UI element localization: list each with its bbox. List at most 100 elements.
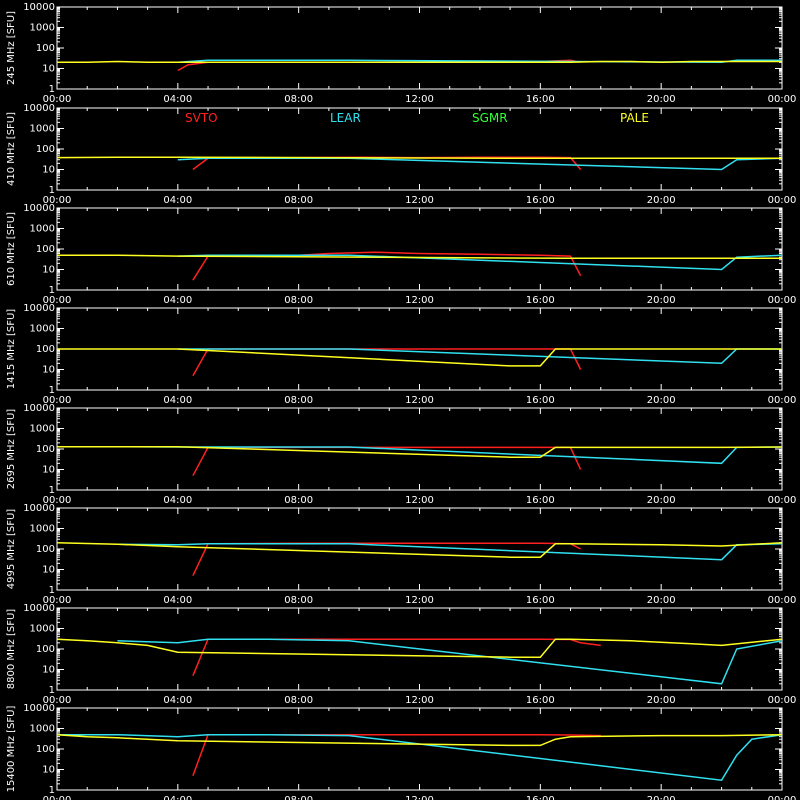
- series-line-pale: [57, 445, 783, 458]
- x-tick-label: 08:00: [284, 395, 313, 406]
- chart-panel-8: 1 10 100 1000 10000 00:00 04:00 08:00 12:00 16:00…: [6, 703, 796, 800]
- chart-panel-4: 1 10 100 1000 10000 00:00 04:00 08:00 12:00 16:00…: [6, 303, 796, 406]
- y-tick-label: 1: [49, 385, 55, 396]
- x-tick-label: 12:00: [405, 595, 434, 606]
- y-tick-label: 1000: [30, 224, 55, 235]
- x-tick-label: 12:00: [405, 795, 434, 800]
- y-tick-label: 1: [49, 785, 55, 796]
- chart-panel-3: 1 10 100 1000 10000 00:00 04:00 08:00 12:00 16:00…: [6, 203, 796, 306]
- y-tick-label: 100: [36, 43, 55, 54]
- y-tick-label: 1000: [30, 624, 55, 635]
- x-tick-label: 08:00: [284, 94, 313, 105]
- series-line-pale: [56, 733, 783, 747]
- y-tick-label: 10: [42, 64, 55, 75]
- x-tick-label: 04:00: [163, 395, 192, 406]
- x-tick-label: 00:00: [768, 795, 797, 800]
- y-tick-label: 10: [42, 265, 55, 276]
- x-tick-label: 08:00: [284, 695, 313, 706]
- x-tick-label: 00:00: [768, 595, 797, 606]
- x-tick-label: 12:00: [405, 195, 434, 206]
- y-tick-label: 10000: [23, 503, 55, 514]
- y-tick-label: 100: [36, 344, 55, 355]
- x-tick-label: 16:00: [526, 94, 555, 105]
- y-tick-label: 1: [49, 285, 55, 296]
- series-line-lear: [117, 543, 783, 561]
- y-tick-label: 1000: [30, 724, 55, 735]
- x-tick-label: 16:00: [526, 795, 555, 800]
- x-tick-label: 00:00: [43, 795, 72, 800]
- x-tick-label: 00:00: [768, 395, 797, 406]
- y-axis-label: 4995 MHz [SFU]: [6, 509, 17, 590]
- legend-item-lear: LEAR: [330, 111, 361, 125]
- y-tick-label: 10000: [23, 403, 55, 414]
- y-tick-label: 1000: [30, 324, 55, 335]
- series-line-pale: [56, 638, 783, 658]
- x-tick-label: 16:00: [526, 295, 555, 306]
- x-tick-label: 20:00: [647, 295, 676, 306]
- x-tick-label: 20:00: [647, 395, 676, 406]
- y-tick-label: 100: [36, 544, 55, 555]
- x-tick-label: 16:00: [526, 495, 555, 506]
- y-tick-label: 10000: [23, 303, 55, 314]
- series-line-lear: [117, 638, 783, 685]
- x-tick-label: 12:00: [405, 495, 434, 506]
- x-tick-label: 04:00: [163, 795, 192, 800]
- y-tick-label: 10: [42, 365, 55, 376]
- x-tick-label: 00:00: [43, 94, 72, 105]
- series-line-pale: [56, 542, 783, 558]
- x-tick-label: 00:00: [43, 295, 72, 306]
- legend-item-pale: PALE: [620, 111, 649, 125]
- y-tick-label: 100: [36, 144, 55, 155]
- y-tick-label: 10: [42, 165, 55, 176]
- x-tick-label: 08:00: [284, 795, 313, 800]
- y-tick-label: 10000: [23, 603, 55, 614]
- y-tick-label: 1000: [30, 23, 55, 34]
- x-tick-label: 12:00: [405, 695, 434, 706]
- x-tick-label: 04:00: [163, 695, 192, 706]
- y-tick-label: 100: [36, 644, 55, 655]
- x-tick-label: 08:00: [284, 295, 313, 306]
- x-tick-label: 00:00: [43, 595, 72, 606]
- y-tick-label: 1: [49, 685, 55, 696]
- x-tick-label: 16:00: [526, 595, 555, 606]
- x-tick-label: 04:00: [163, 195, 192, 206]
- y-tick-label: 1: [49, 185, 55, 196]
- y-axis-label: 610 MHz [SFU]: [6, 212, 17, 286]
- y-axis-label: 410 MHz [SFU]: [6, 112, 17, 186]
- series-line-lear: [177, 254, 783, 271]
- x-tick-label: 04:00: [163, 495, 192, 506]
- x-tick-label: 20:00: [647, 595, 676, 606]
- x-tick-label: 00:00: [768, 94, 797, 105]
- x-tick-label: 20:00: [647, 195, 676, 206]
- series-line-pale: [57, 60, 782, 64]
- x-tick-label: 08:00: [284, 495, 313, 506]
- x-tick-label: 16:00: [526, 695, 555, 706]
- y-tick-label: 10000: [23, 2, 55, 13]
- chart-panel-7: 1 10 100 1000 10000 00:00 04:00 08:00 12:00 16:00…: [6, 603, 796, 706]
- x-tick-label: 20:00: [647, 795, 676, 800]
- y-tick-label: 10: [42, 665, 55, 676]
- series-line-lear: [57, 733, 783, 782]
- y-tick-label: 1: [49, 485, 55, 496]
- chart-panel-1: 1 10 100 1000 10000 00:00 04:00 08:00 12:00 16:00…: [6, 2, 796, 105]
- x-tick-label: 04:00: [163, 595, 192, 606]
- legend-item-svto: SVTO: [185, 111, 218, 125]
- y-tick-label: 10: [42, 565, 55, 576]
- y-tick-label: 10: [42, 465, 55, 476]
- y-tick-label: 1: [49, 585, 55, 596]
- x-tick-label: 12:00: [405, 295, 434, 306]
- x-tick-label: 12:00: [405, 395, 434, 406]
- x-tick-label: 00:00: [768, 295, 797, 306]
- y-tick-label: 1000: [30, 424, 55, 435]
- x-tick-label: 08:00: [284, 595, 313, 606]
- y-axis-label: 2695 MHz [SFU]: [6, 409, 17, 490]
- x-tick-label: 00:00: [43, 495, 72, 506]
- x-tick-label: 20:00: [647, 695, 676, 706]
- y-tick-label: 1000: [30, 524, 55, 535]
- y-tick-label: 100: [36, 244, 55, 255]
- y-tick-label: 10000: [23, 103, 55, 114]
- x-tick-label: 04:00: [163, 295, 192, 306]
- x-tick-label: 16:00: [526, 395, 555, 406]
- x-tick-label: 20:00: [647, 94, 676, 105]
